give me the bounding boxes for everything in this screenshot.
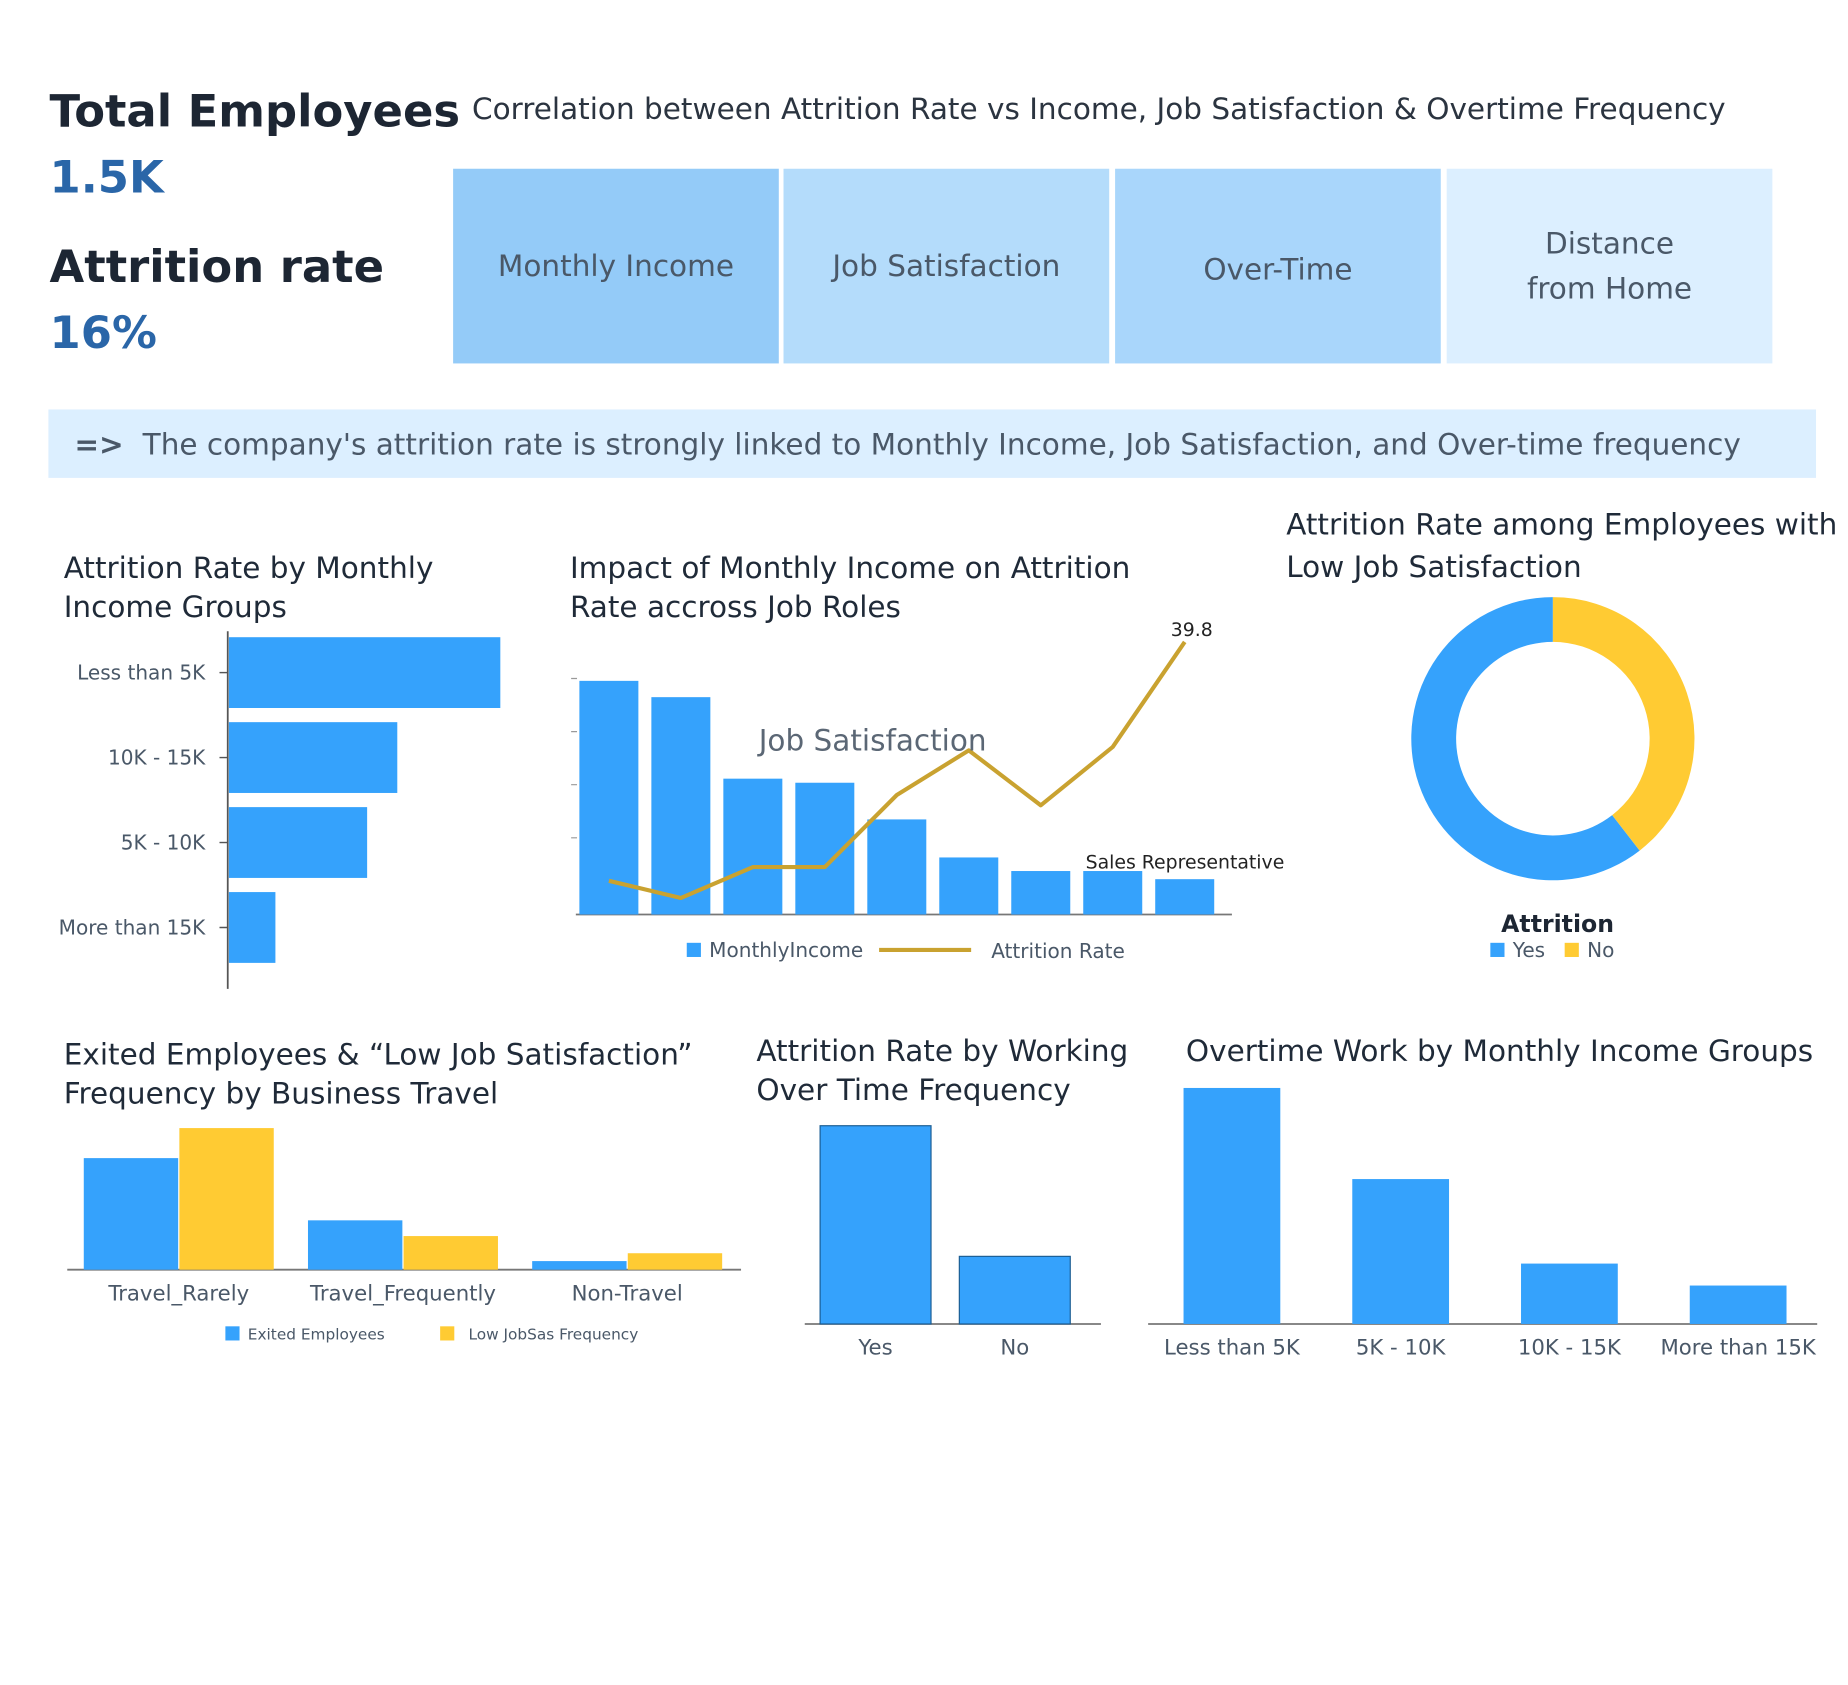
low-jobsas-bar	[179, 1128, 274, 1270]
line-peak-label: 39.8	[1171, 619, 1213, 641]
donut-legend-yes-label: Yes	[1512, 938, 1545, 962]
job-satisfaction-annotation: Job Satisfaction	[757, 723, 987, 757]
exited-employees-bar	[83, 1158, 179, 1270]
donut-slice-no	[1552, 597, 1695, 851]
legend-low-jobsas-swatch	[440, 1326, 455, 1341]
correlation-title: Correlation between Attrition Rate vs In…	[471, 92, 1726, 127]
job-roles-bar	[867, 819, 927, 915]
business-travel-tick-label: Non-Travel	[572, 1281, 683, 1306]
insight-banner: => The company's attrition rate is stron…	[48, 409, 1817, 478]
income-groups-tick-label: More than 15K	[59, 916, 207, 940]
overtime-income-tick-label: More than 15K	[1660, 1336, 1816, 1361]
tile-over-time: Over-Time	[1115, 168, 1441, 364]
business-travel-tick-label: Travel_Frequently	[309, 1281, 496, 1306]
overtime-income-bar	[1183, 1087, 1281, 1324]
income-groups-tick-label: Less than 5K	[77, 661, 206, 685]
low-jobsas-bar	[403, 1236, 498, 1270]
overtime-chart: Yes No	[804, 1125, 1101, 1361]
overtime-bar	[958, 1255, 1071, 1325]
legend-exited-swatch	[225, 1326, 240, 1341]
job-roles-bar	[1083, 871, 1143, 915]
overtime-income-tick-label: 5K - 10K	[1356, 1336, 1447, 1361]
tile-job-satisfaction: Job Satisfaction	[783, 168, 1110, 364]
donut-legend-no-label: No	[1587, 938, 1614, 962]
income-groups-bar	[228, 892, 276, 963]
overtime-income-tick-label: Less than 5K	[1164, 1336, 1301, 1361]
overtime-income-bar	[1689, 1285, 1787, 1324]
low-jobsas-bar	[627, 1253, 723, 1270]
overtime-tick-label: Yes	[857, 1336, 892, 1361]
attrition-rate-label: Attrition rate	[49, 240, 384, 293]
overtime-income-bar	[1352, 1179, 1450, 1324]
business-travel-chart: Travel_Rarely Travel_Frequently Non-Travel…	[67, 1128, 742, 1343]
job-roles-bar	[1155, 879, 1215, 915]
attrition-rate-value: 16%	[49, 306, 157, 359]
job-roles-bar	[651, 697, 711, 915]
business-travel-title: Exited Employees & “Low Job Satisfaction…	[63, 1037, 693, 1111]
donut-legend-title: Attrition	[1501, 910, 1614, 938]
legend-monthly-income-swatch	[686, 942, 701, 957]
business-travel-tick-label: Travel_Rarely	[107, 1281, 249, 1306]
tile-distance-from-home: Distance from Home	[1446, 168, 1773, 364]
donut-slice-yes	[1411, 597, 1640, 881]
legend-monthly-income-label: MonthlyIncome	[709, 938, 863, 962]
income-groups-tick-label: 10K - 15K	[108, 746, 206, 770]
overtime-bar	[819, 1125, 932, 1325]
donut-legend-yes-swatch	[1490, 942, 1505, 957]
exited-employees-bar	[307, 1220, 403, 1270]
job-roles-chart: 39.8 Sales Representative Job Satisfaction…	[571, 619, 1285, 963]
attrition-rate-line	[608, 640, 1187, 901]
income-groups-title: Attrition Rate by Monthly Income Groups	[63, 551, 434, 625]
legend-exited-label: Exited Employees	[248, 1325, 385, 1343]
job-roles-bar	[1011, 871, 1071, 915]
income-groups-tick-label: 5K - 10K	[121, 831, 206, 855]
total-employees-value: 1.5K	[49, 151, 164, 203]
overtime-title: Attrition Rate by Working Over Time Freq…	[756, 1033, 1129, 1107]
low-satisfaction-title: Attrition Rate among Employees with Low …	[1286, 507, 1838, 585]
income-groups-chart: Less than 5K 10K - 15K 5K - 10K More than 1…	[59, 631, 501, 989]
overtime-income-bar	[1521, 1263, 1618, 1324]
legend-low-jobsas-label: Low JobSas Frequency	[468, 1325, 638, 1343]
insight-text: The company's attrition rate is strongly…	[142, 426, 1741, 461]
total-employees-label: Total Employees	[49, 84, 461, 137]
legend-attrition-rate-label: Attrition Rate	[991, 939, 1125, 963]
job-roles-bar	[939, 857, 999, 915]
job-roles-bar	[723, 778, 783, 915]
tile-monthly-income: Monthly Income	[453, 168, 779, 364]
job-roles-title: Impact of Monthly Income on Attrition Ra…	[569, 551, 1131, 625]
overtime-tick-label: No	[1000, 1336, 1029, 1361]
sales-representative-label: Sales Representative	[1086, 851, 1285, 873]
job-roles-bar	[579, 680, 639, 915]
income-groups-bar	[228, 637, 501, 708]
overtime-income-title: Overtime Work by Monthly Income Groups	[1185, 1033, 1814, 1068]
exited-employees-bar	[532, 1261, 627, 1270]
income-groups-bar	[228, 722, 398, 793]
overtime-income-chart: Less than 5K 5K - 10K 10K - 15K More than 1…	[1148, 1087, 1818, 1361]
overtime-income-tick-label: 10K - 15K	[1518, 1336, 1622, 1361]
income-groups-bar	[228, 807, 368, 878]
donut-legend-no-swatch	[1564, 942, 1579, 957]
arrow-icon: =>	[74, 426, 124, 461]
